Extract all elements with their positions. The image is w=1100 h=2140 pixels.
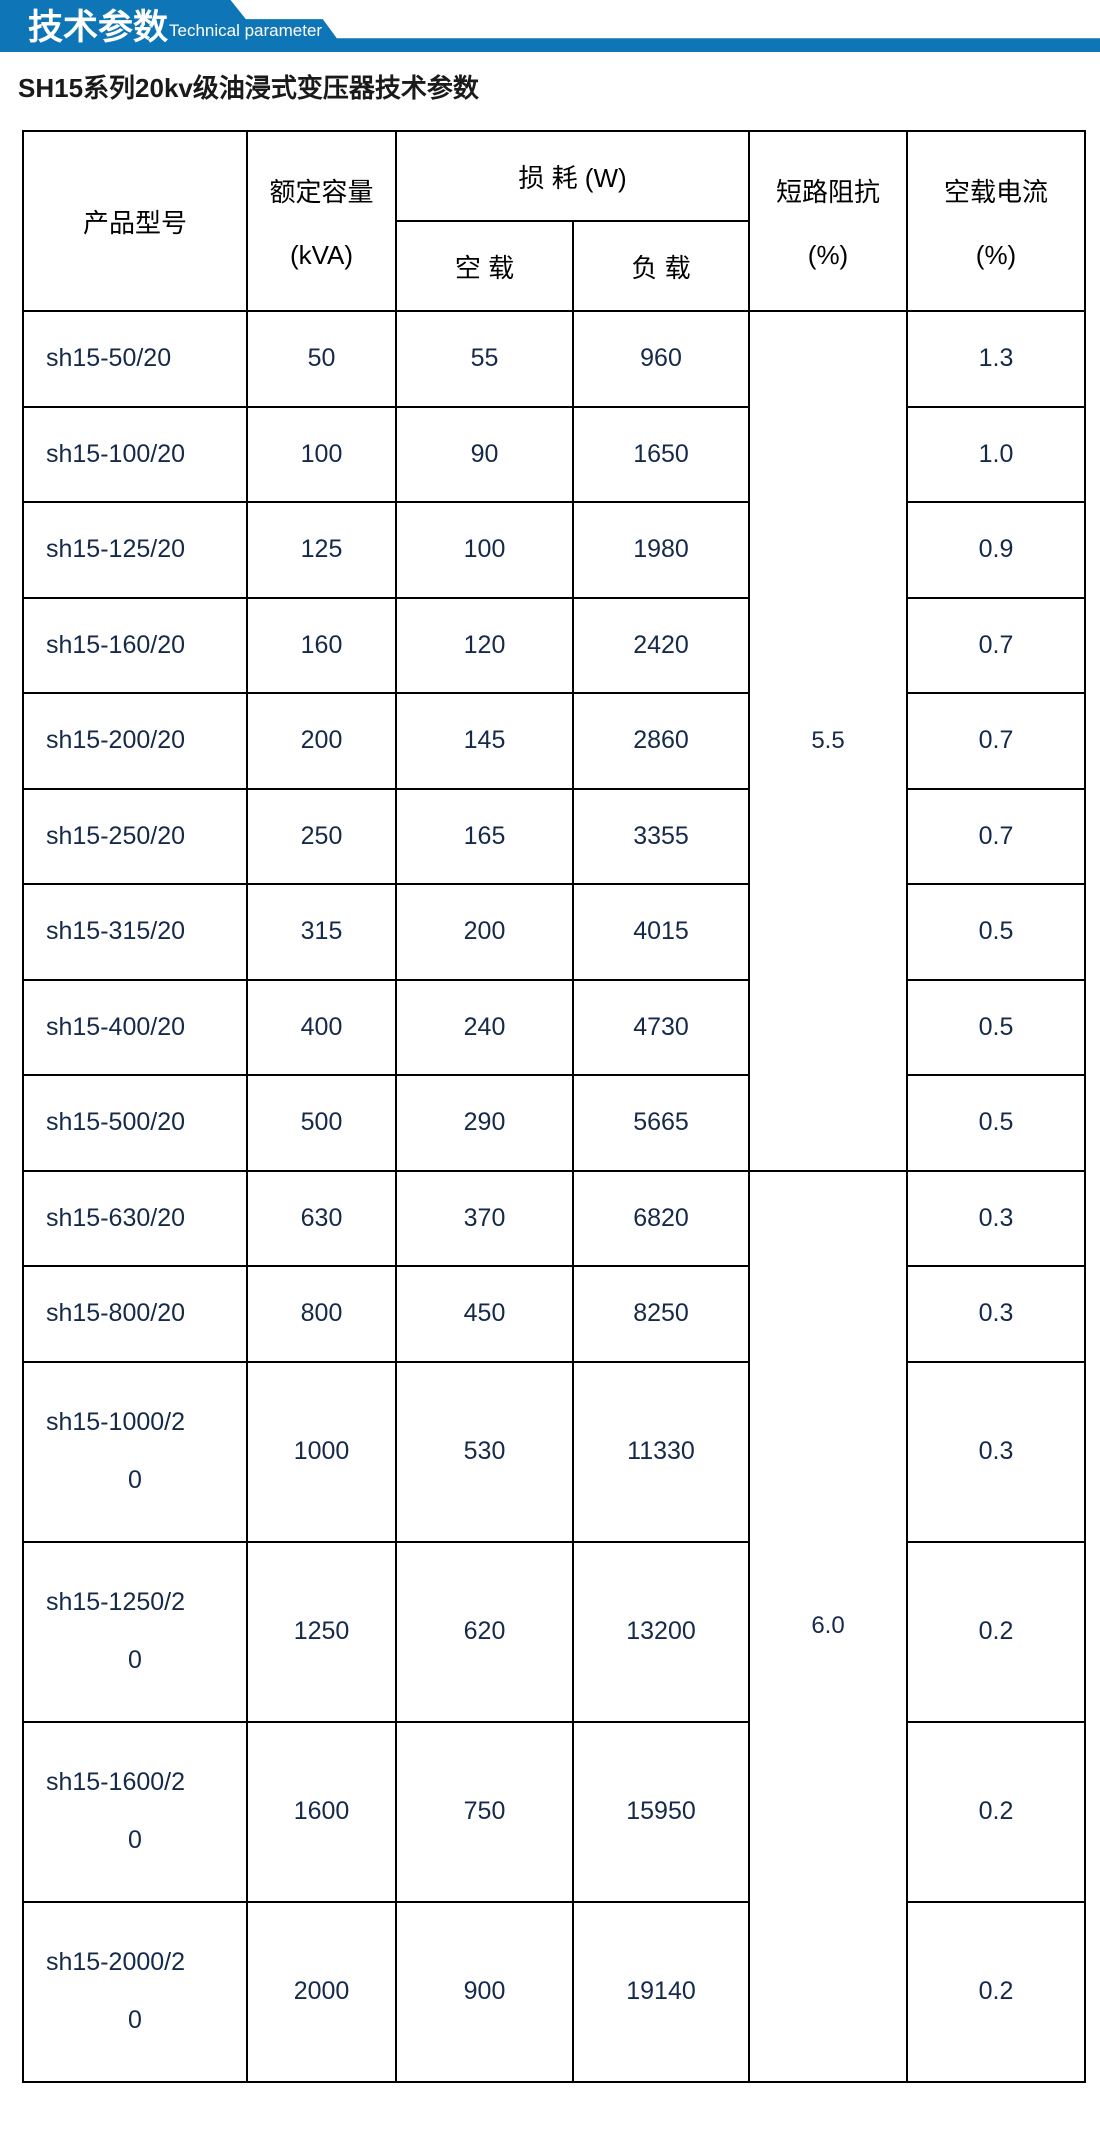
svg-text:Technical parameter: Technical parameter <box>169 21 322 40</box>
svg-text:技术参数: 技术参数 <box>28 8 168 47</box>
